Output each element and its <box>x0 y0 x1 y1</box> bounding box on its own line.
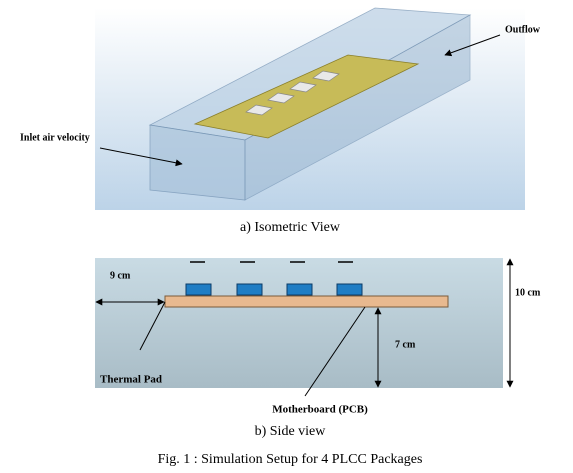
inlet-arrow <box>99 147 183 167</box>
figure-caption: Fig. 1 : Simulation Setup for 4 PLCC Pac… <box>158 452 423 467</box>
side-view: 9 cm 10 cm 7 cm Thermal Pad Motherboard … <box>95 258 541 439</box>
packages <box>245 70 340 116</box>
caption-a: a) Isometric View <box>240 220 341 235</box>
height-label: 10 cm <box>515 287 541 298</box>
outflow-arrow <box>444 34 501 57</box>
gap-label: 7 cm <box>395 339 416 350</box>
plcc-packages <box>185 283 363 296</box>
board-label: Motherboard (PCB) <box>272 404 368 416</box>
inlet-label: Inlet air velocity <box>20 132 90 143</box>
box-side <box>244 14 471 201</box>
pad-leader <box>139 301 166 351</box>
isometric-view: Outflow Inlet air velocity a) Isometric … <box>20 7 541 235</box>
domain <box>95 258 503 388</box>
board-leader <box>304 306 366 397</box>
caption-b: b) Side view <box>255 424 327 439</box>
pcb <box>164 295 449 308</box>
width-label: 9 cm <box>110 270 131 281</box>
outflow-label: Outflow <box>505 24 541 35</box>
board <box>193 54 420 139</box>
pad-label: Thermal Pad <box>100 374 162 386</box>
